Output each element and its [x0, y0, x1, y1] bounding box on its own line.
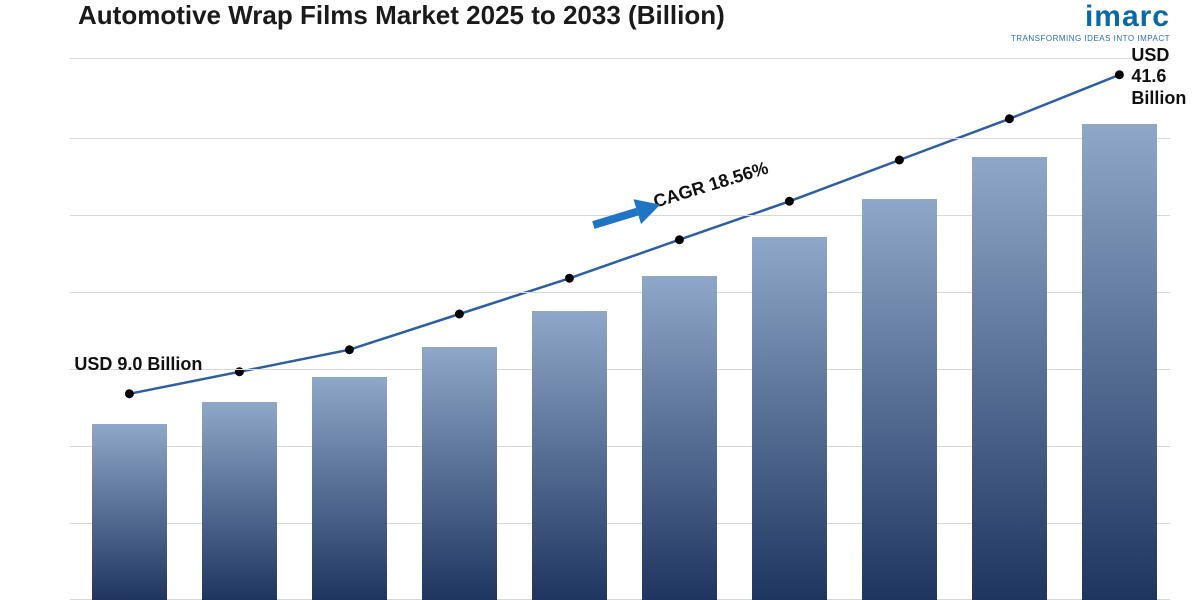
bar: [752, 237, 827, 600]
data-marker: [345, 345, 354, 354]
logo-main-text: imarc: [1011, 0, 1170, 34]
gridline: [70, 58, 1170, 59]
bar: [1082, 124, 1157, 600]
data-marker: [895, 156, 904, 165]
bar: [422, 347, 497, 600]
bar: [92, 424, 167, 600]
data-marker: [125, 389, 134, 398]
bar: [312, 377, 387, 600]
brand-logo: imarc TRANSFORMING IDEAS INTO IMPACT: [1011, 0, 1170, 43]
bar: [532, 311, 607, 600]
data-marker: [785, 197, 794, 206]
logo-tagline: TRANSFORMING IDEAS INTO IMPACT: [1011, 34, 1170, 43]
data-marker: [565, 274, 574, 283]
chart-title: Automotive Wrap Films Market 2025 to 203…: [78, 0, 725, 31]
bar: [862, 199, 937, 600]
bar: [972, 157, 1047, 600]
data-marker: [675, 235, 684, 244]
end-value-callout: USD 41.6Billion: [1131, 45, 1186, 110]
gridline: [70, 138, 1170, 139]
data-marker: [455, 310, 464, 319]
data-marker: [1005, 114, 1014, 123]
bar: [202, 402, 277, 600]
data-marker: [1115, 70, 1124, 79]
chart-plot-area: USD 9.0 BillionUSD 41.6BillionCAGR 18.56…: [70, 50, 1170, 600]
start-value-callout: USD 9.0 Billion: [74, 354, 202, 376]
bar: [642, 276, 717, 600]
